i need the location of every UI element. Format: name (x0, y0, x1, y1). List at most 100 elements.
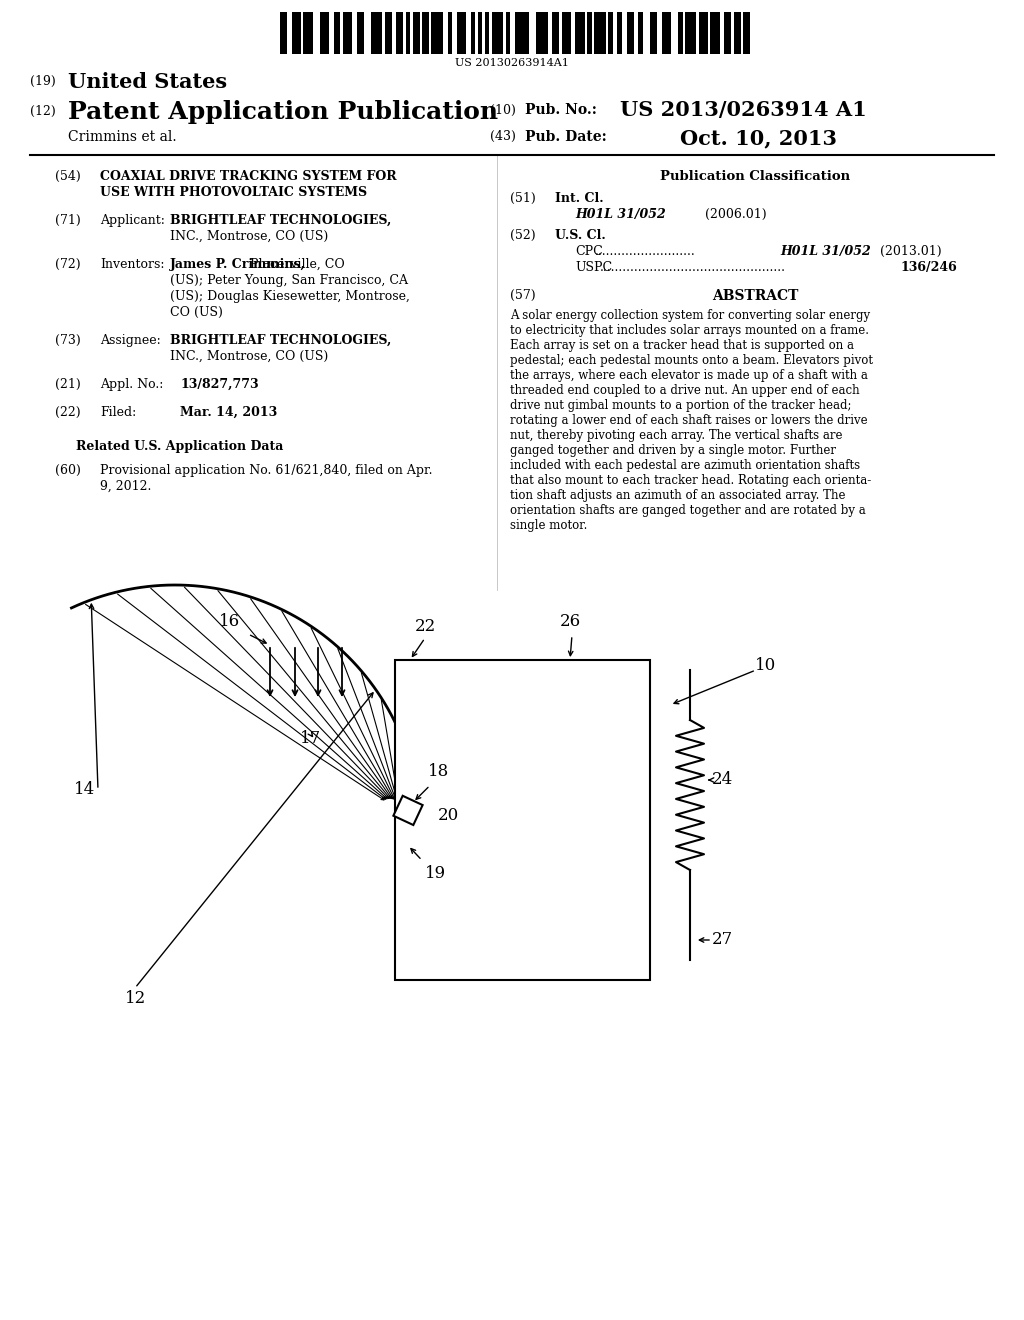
Bar (568, 12, 570, 54)
Bar (343, 12, 345, 54)
Bar (359, 12, 364, 54)
Bar (587, 12, 590, 54)
Text: Applicant:: Applicant: (100, 214, 165, 227)
Bar (638, 12, 641, 54)
Bar (450, 12, 453, 54)
Text: 24: 24 (712, 771, 733, 788)
Text: Pub. Date:: Pub. Date: (525, 129, 607, 144)
Bar (632, 12, 634, 54)
Text: 17: 17 (300, 730, 322, 747)
Bar (436, 12, 442, 54)
Text: 19: 19 (425, 866, 446, 882)
Bar (280, 12, 287, 54)
Bar (424, 12, 429, 54)
Bar (415, 12, 420, 54)
Bar (685, 12, 692, 54)
Bar (667, 12, 671, 54)
Bar (715, 12, 720, 54)
Text: Filed:: Filed: (100, 407, 136, 418)
Bar (408, 12, 411, 54)
Text: H01L 31/052: H01L 31/052 (575, 209, 666, 220)
Text: BRIGHTLEAF TECHNOLOGIES,: BRIGHTLEAF TECHNOLOGIES, (170, 214, 391, 227)
Text: (71): (71) (55, 214, 81, 227)
Text: US 20130263914A1: US 20130263914A1 (455, 58, 569, 69)
Text: BRIGHTLEAF TECHNOLOGIES,: BRIGHTLEAF TECHNOLOGIES, (170, 334, 391, 347)
Bar (575, 12, 583, 54)
Bar (492, 12, 497, 54)
Bar (497, 12, 504, 54)
Bar (395, 660, 650, 979)
Text: drive nut gimbal mounts to a portion of the tracker head;: drive nut gimbal mounts to a portion of … (510, 399, 852, 412)
Bar (334, 12, 336, 54)
Text: 9, 2012.: 9, 2012. (100, 480, 152, 492)
Bar (389, 12, 392, 54)
Text: Assignee:: Assignee: (100, 334, 161, 347)
Bar (515, 12, 522, 54)
Text: (22): (22) (55, 407, 81, 418)
Text: 27: 27 (712, 932, 733, 949)
Text: 14: 14 (74, 781, 95, 799)
Text: 18: 18 (428, 763, 450, 780)
Bar (692, 12, 696, 54)
Text: 22: 22 (415, 618, 436, 635)
Bar (703, 12, 709, 54)
Text: INC., Montrose, CO (US): INC., Montrose, CO (US) (170, 350, 329, 363)
Bar (447, 12, 450, 54)
Text: (10): (10) (490, 104, 516, 117)
Bar (680, 12, 683, 54)
Bar (371, 12, 376, 54)
Bar (508, 12, 510, 54)
Text: to electricity that includes solar arrays mounted on a frame.: to electricity that includes solar array… (510, 323, 869, 337)
Text: USPC: USPC (575, 261, 612, 275)
Bar (557, 12, 559, 54)
Text: 13/827,773: 13/827,773 (180, 378, 259, 391)
Text: INC., Montrose, CO (US): INC., Montrose, CO (US) (170, 230, 329, 243)
Text: US 2013/0263914 A1: US 2013/0263914 A1 (620, 100, 866, 120)
Bar (541, 12, 548, 54)
Bar (727, 12, 731, 54)
Text: CO (US): CO (US) (170, 306, 223, 319)
Bar (617, 12, 620, 54)
Bar (594, 12, 601, 54)
Text: Mar. 14, 2013: Mar. 14, 2013 (180, 407, 278, 418)
Text: ganged together and driven by a single motor. Further: ganged together and driven by a single m… (510, 444, 836, 457)
Text: (21): (21) (55, 378, 81, 391)
Bar (724, 12, 727, 54)
Bar (376, 12, 382, 54)
Text: USE WITH PHOTOVOLTAIC SYSTEMS: USE WITH PHOTOVOLTAIC SYSTEMS (100, 186, 368, 199)
Text: 136/246: 136/246 (900, 261, 956, 275)
Text: (US); Douglas Kiesewetter, Montrose,: (US); Douglas Kiesewetter, Montrose, (170, 290, 410, 304)
Text: (57): (57) (510, 289, 536, 302)
Bar (536, 12, 541, 54)
Bar (296, 12, 301, 54)
Text: 16: 16 (219, 612, 240, 630)
Bar (319, 12, 325, 54)
Text: tion shaft adjusts an azimuth of an associated array. The: tion shaft adjusts an azimuth of an asso… (510, 488, 846, 502)
Text: U.S. Cl.: U.S. Cl. (555, 228, 606, 242)
Text: James P. Crimmins,: James P. Crimmins, (170, 257, 306, 271)
Text: A solar energy collection system for converting solar energy: A solar energy collection system for con… (510, 309, 870, 322)
Bar (506, 12, 508, 54)
Text: (2013.01): (2013.01) (880, 246, 942, 257)
Bar (620, 12, 622, 54)
Text: Int. Cl.: Int. Cl. (555, 191, 603, 205)
Text: (54): (54) (55, 170, 81, 183)
Bar (385, 12, 389, 54)
Bar (711, 12, 715, 54)
Text: (2006.01): (2006.01) (705, 209, 767, 220)
Text: (12): (12) (30, 106, 55, 117)
Text: (51): (51) (510, 191, 536, 205)
Text: Patent Application Publication: Patent Application Publication (68, 100, 498, 124)
Bar (678, 12, 680, 54)
Bar (734, 12, 738, 54)
Text: included with each pedestal are azimuth orientation shafts: included with each pedestal are azimuth … (510, 459, 860, 473)
Text: Crimmins et al.: Crimmins et al. (68, 129, 176, 144)
Text: Pub. No.:: Pub. No.: (525, 103, 597, 117)
Text: that also mount to each tracker head. Rotating each orienta-: that also mount to each tracker head. Ro… (510, 474, 871, 487)
Bar (406, 12, 408, 54)
Bar (743, 12, 750, 54)
Text: COAXIAL DRIVE TRACKING SYSTEM FOR: COAXIAL DRIVE TRACKING SYSTEM FOR (100, 170, 396, 183)
Text: Oct. 10, 2013: Oct. 10, 2013 (680, 128, 837, 148)
Text: (43): (43) (490, 129, 516, 143)
Text: CPC: CPC (575, 246, 603, 257)
